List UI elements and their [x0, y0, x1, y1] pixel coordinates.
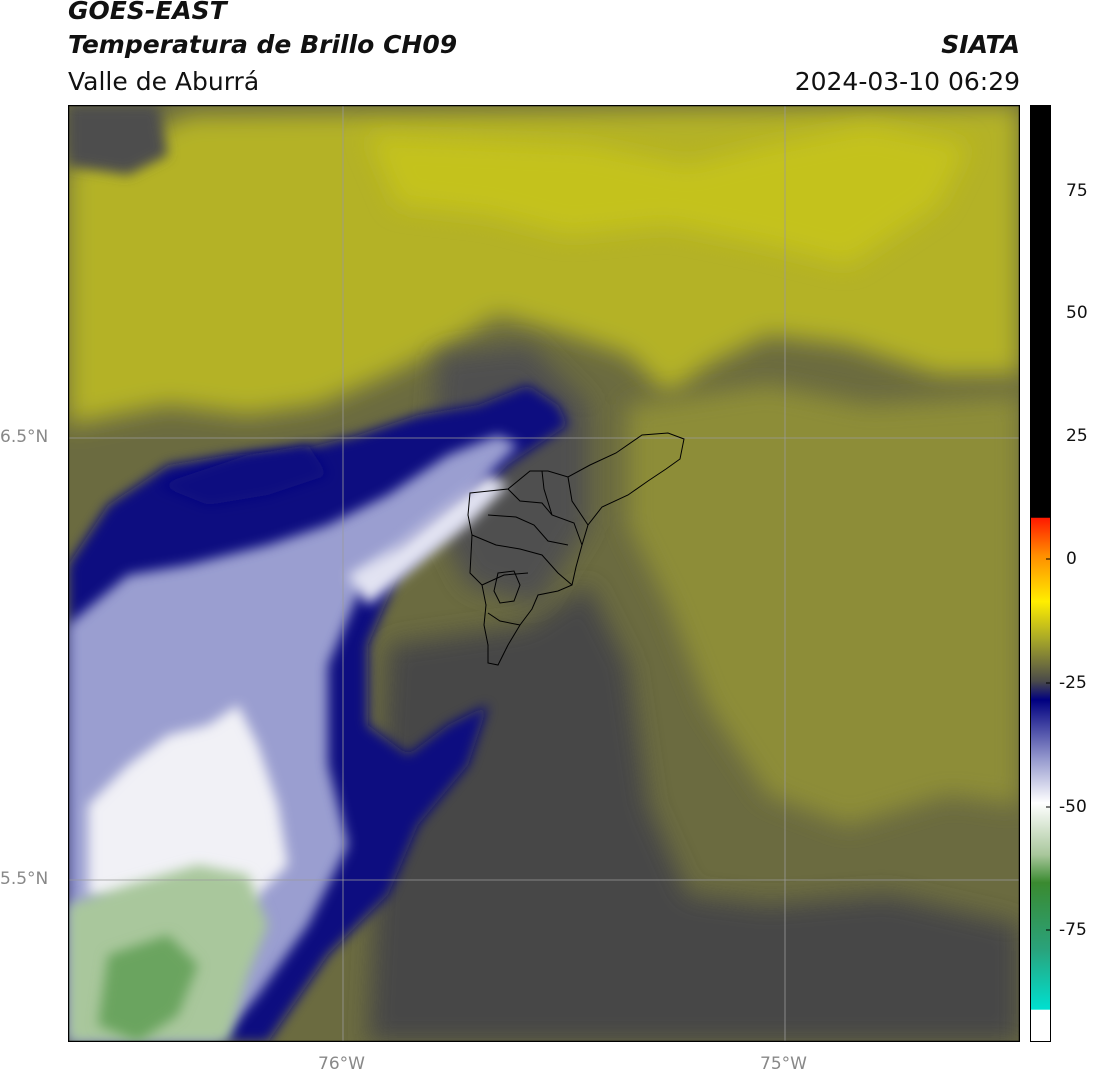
olive-region: [628, 385, 1020, 825]
green-core: [98, 935, 198, 1042]
lon-label-75: 75°W: [760, 1054, 807, 1074]
lat-label-5-5: 5.5°N: [0, 869, 49, 889]
region-label: Valle de Aburrá: [68, 67, 260, 96]
colorbar: [1030, 105, 1051, 1042]
warm-yellow-core: [368, 125, 968, 265]
satellite-title: GOES-EAST: [68, 0, 227, 25]
white-ridge: [348, 475, 508, 605]
white-cold-core: [88, 705, 288, 905]
colorbar-tick-50: 50: [1066, 303, 1088, 323]
colorbar-tick-minus50: -50: [1059, 797, 1087, 817]
datetime-label: 2024-03-10 06:29: [794, 67, 1020, 96]
cool-gray-north-patch: [68, 105, 168, 175]
colorbar-tick-75: 75: [1066, 181, 1088, 201]
colorbar-tick-0: 0: [1066, 549, 1077, 569]
colorbar-tick-25: 25: [1066, 426, 1088, 446]
brand-label: SIATA: [941, 30, 1020, 59]
map-frame: [68, 105, 1020, 1042]
colorbar-tick-minus75: -75: [1059, 920, 1087, 940]
municipal-boundaries: [467, 432, 685, 666]
brightness-temperature-map: [68, 105, 1020, 1042]
lon-label-76: 76°W: [318, 1054, 365, 1074]
colorbar-tick-minus25: -25: [1059, 673, 1087, 693]
cool-gray-region: [368, 585, 1020, 1042]
product-title: Temperatura de Brillo CH09: [68, 30, 458, 59]
navy-branch: [158, 445, 328, 505]
lat-label-6-5: 6.5°N: [0, 427, 49, 447]
